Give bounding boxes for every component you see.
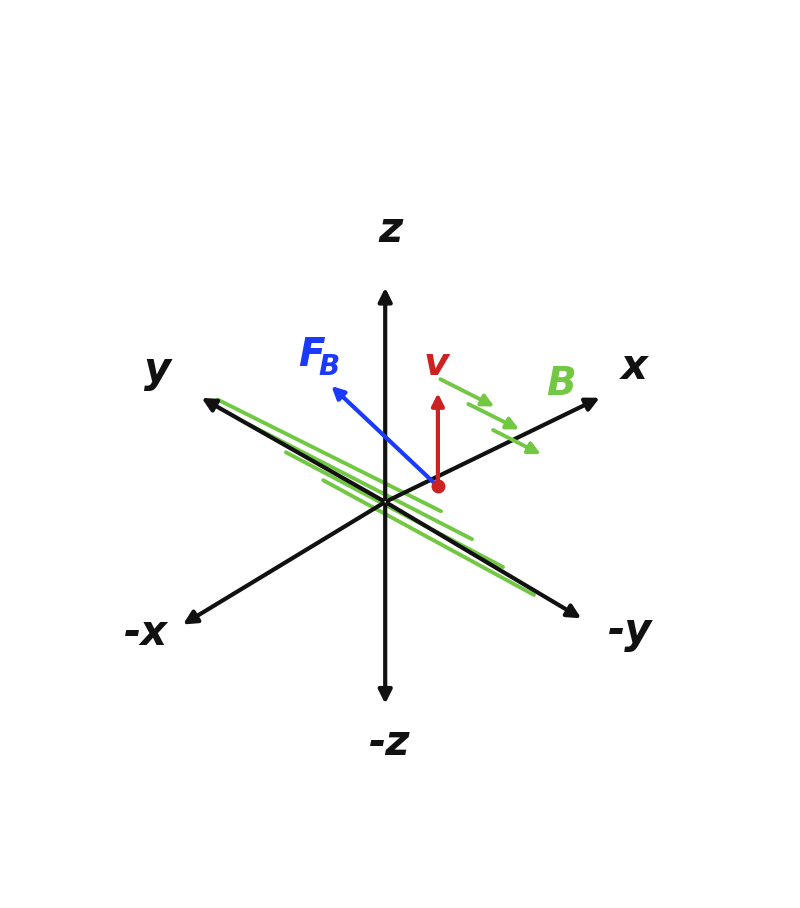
Text: y: y [144, 349, 171, 390]
Text: F: F [298, 336, 325, 374]
Text: B: B [319, 353, 340, 381]
Text: -y: -y [608, 610, 653, 652]
Text: -x: -x [124, 612, 168, 655]
Text: v: v [424, 345, 450, 383]
Text: -z: -z [370, 722, 411, 764]
Text: x: x [621, 346, 648, 388]
Text: B: B [546, 365, 576, 403]
Text: z: z [378, 209, 402, 251]
